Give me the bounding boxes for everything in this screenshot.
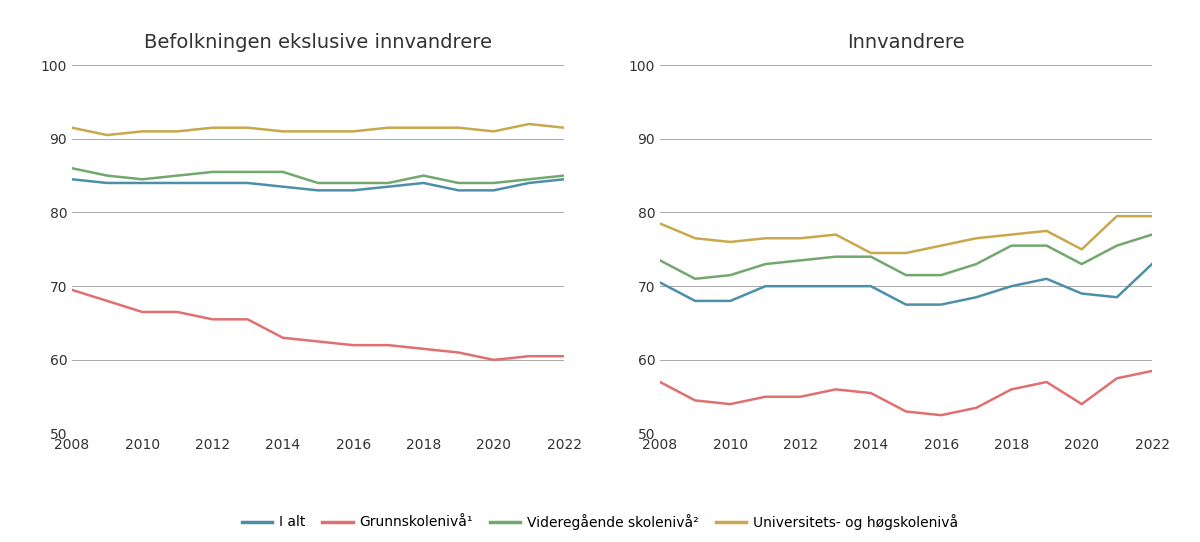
Title: Befolkningen ekslusive innvandrere: Befolkningen ekslusive innvandrere	[144, 34, 492, 53]
Title: Innvandrere: Innvandrere	[847, 34, 965, 53]
Legend: I alt, Grunnskolenivå¹, Videregående skolenivå², Universitets- og høgskolenivå: I alt, Grunnskolenivå¹, Videregående sko…	[236, 508, 964, 535]
